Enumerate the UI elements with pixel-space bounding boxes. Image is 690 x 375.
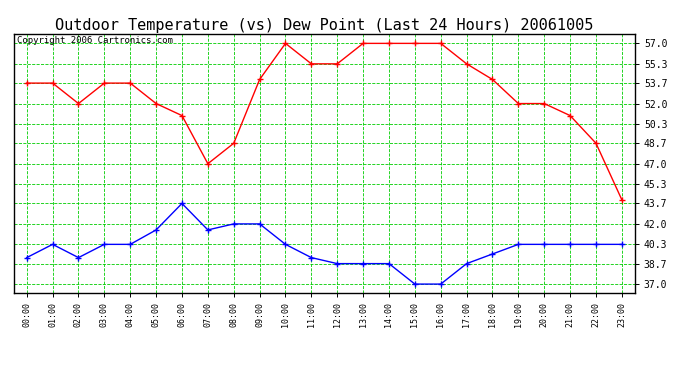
Title: Outdoor Temperature (vs) Dew Point (Last 24 Hours) 20061005: Outdoor Temperature (vs) Dew Point (Last… — [55, 18, 593, 33]
Text: Copyright 2006 Cartronics.com: Copyright 2006 Cartronics.com — [17, 36, 172, 45]
